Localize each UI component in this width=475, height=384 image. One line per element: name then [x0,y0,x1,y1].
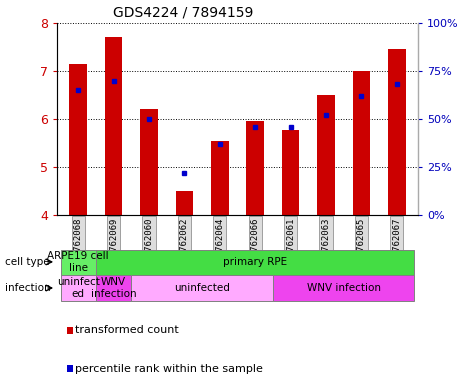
Bar [60,250,96,275]
Bar [282,130,299,215]
Bar [69,64,87,215]
Bar [96,275,131,301]
Text: uninfected: uninfected [174,283,230,293]
Text: WNV
infection: WNV infection [91,277,136,299]
Text: infection: infection [5,283,50,293]
Bar [131,275,273,301]
Bar [388,50,406,215]
Bar [140,109,158,215]
Text: uninfect
ed: uninfect ed [57,277,100,299]
Text: WNV infection: WNV infection [307,283,380,293]
Bar [60,275,96,301]
Text: primary RPE: primary RPE [223,257,287,267]
Text: ARPE19 cell
line: ARPE19 cell line [48,251,109,273]
Bar [96,250,415,275]
Bar [105,38,123,215]
Text: cell type: cell type [5,257,49,267]
Text: transformed count: transformed count [75,325,179,335]
Bar [211,141,228,215]
Bar [317,95,335,215]
Text: percentile rank within the sample: percentile rank within the sample [75,364,263,374]
Bar [247,121,264,215]
Bar [273,275,415,301]
Bar [176,191,193,215]
Bar [352,71,370,215]
Title: GDS4224 / 7894159: GDS4224 / 7894159 [113,5,254,19]
